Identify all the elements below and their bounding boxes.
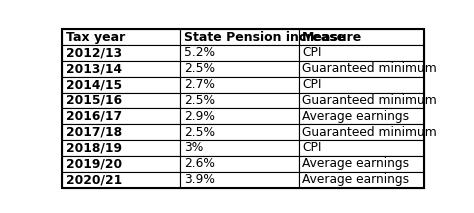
Text: 2.5%: 2.5% (184, 62, 215, 75)
Bar (62, 140, 181, 156)
Text: 2.9%: 2.9% (184, 110, 215, 123)
Text: 2012/13: 2012/13 (66, 46, 122, 59)
Bar (62, 77, 181, 92)
Bar (62, 172, 181, 188)
Bar (181, 61, 299, 77)
Bar (62, 29, 181, 45)
Text: Guaranteed minimum: Guaranteed minimum (302, 94, 437, 107)
Text: 3%: 3% (184, 141, 203, 154)
Bar (299, 29, 424, 45)
Text: State Pension increase: State Pension increase (184, 31, 346, 44)
Bar (299, 92, 424, 108)
Text: 2017/18: 2017/18 (66, 126, 122, 139)
Bar (181, 92, 299, 108)
Text: Average earnings: Average earnings (302, 157, 410, 170)
Bar (299, 124, 424, 140)
Bar (299, 77, 424, 92)
Text: 2.5%: 2.5% (184, 126, 215, 139)
Bar (299, 156, 424, 172)
Text: CPI: CPI (302, 78, 322, 91)
Bar (62, 124, 181, 140)
Text: 5.2%: 5.2% (184, 46, 215, 59)
Text: 2020/21: 2020/21 (66, 173, 122, 186)
Text: 2016/17: 2016/17 (66, 110, 122, 123)
Bar (181, 108, 299, 124)
Text: 2015/16: 2015/16 (66, 94, 122, 107)
Bar (181, 124, 299, 140)
Bar (62, 108, 181, 124)
Bar (62, 61, 181, 77)
Text: Average earnings: Average earnings (302, 173, 410, 186)
Bar (299, 45, 424, 61)
Text: CPI: CPI (302, 141, 322, 154)
Text: 2.5%: 2.5% (184, 94, 215, 107)
Bar (62, 92, 181, 108)
Bar (181, 77, 299, 92)
Bar (62, 45, 181, 61)
Bar (299, 140, 424, 156)
Bar (299, 172, 424, 188)
Text: 2018/19: 2018/19 (66, 141, 122, 154)
Bar (181, 140, 299, 156)
Text: Guaranteed minimum: Guaranteed minimum (302, 126, 437, 139)
Text: 2019/20: 2019/20 (66, 157, 122, 170)
Text: Tax year: Tax year (66, 31, 125, 44)
Bar (299, 61, 424, 77)
Text: Measure: Measure (302, 31, 363, 44)
Bar (299, 108, 424, 124)
Bar (62, 156, 181, 172)
Text: 2013/14: 2013/14 (66, 62, 122, 75)
Bar (181, 29, 299, 45)
Text: 2.6%: 2.6% (184, 157, 215, 170)
Text: Guaranteed minimum: Guaranteed minimum (302, 62, 437, 75)
Bar (181, 156, 299, 172)
Text: CPI: CPI (302, 46, 322, 59)
Text: 3.9%: 3.9% (184, 173, 215, 186)
Text: 2.7%: 2.7% (184, 78, 215, 91)
Bar (181, 172, 299, 188)
Text: Average earnings: Average earnings (302, 110, 410, 123)
Text: 2014/15: 2014/15 (66, 78, 122, 91)
Bar (181, 45, 299, 61)
